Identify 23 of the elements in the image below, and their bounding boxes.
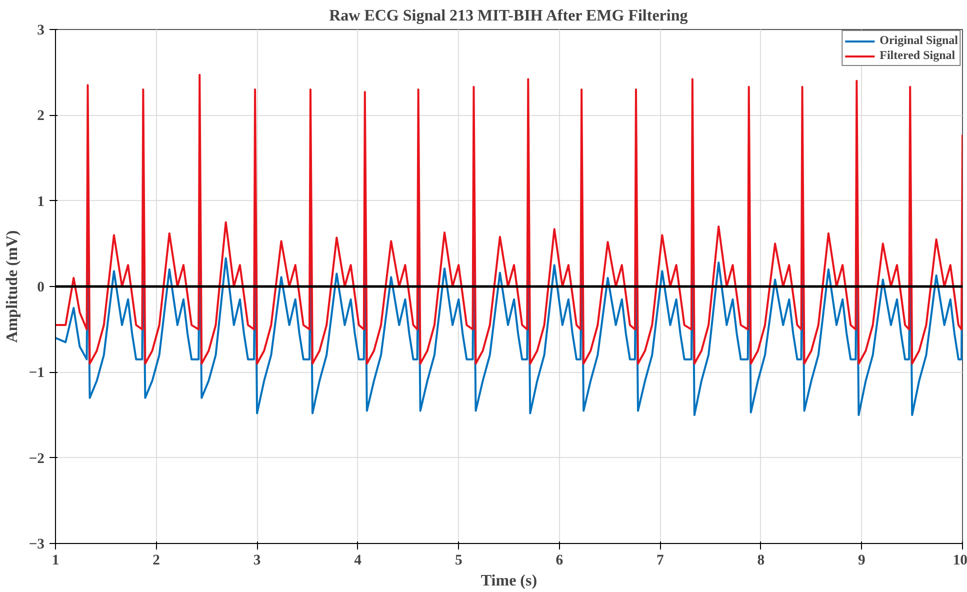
- x-tick-label: 10: [952, 552, 967, 568]
- y-axis-title: Amplitude (mV): [4, 230, 21, 343]
- y-tick-label: −3: [28, 536, 45, 552]
- x-tick-label: 6: [556, 552, 564, 568]
- y-tick-label: −1: [28, 365, 45, 382]
- x-tick-label: 2: [152, 552, 160, 568]
- y-tick-label: 0: [37, 280, 44, 296]
- y-tick-label: −2: [28, 450, 45, 467]
- chart-title: Raw ECG Signal 213 MIT-BIH After EMG Filtering: [329, 8, 688, 24]
- legend-label: Original Signal: [880, 33, 958, 48]
- x-tick-label: 4: [354, 552, 362, 568]
- x-tick-label: 9: [858, 552, 866, 568]
- x-axis-title: Time (s): [480, 572, 538, 590]
- x-tick-label: 5: [454, 552, 462, 568]
- legend-label: Filtered Signal: [880, 48, 956, 63]
- y-tick-label: 2: [37, 108, 44, 124]
- line-series: [56, 74, 962, 365]
- x-tick-label: 7: [656, 552, 664, 568]
- x-tick-label: 1: [52, 552, 60, 568]
- x-tick-label: 3: [253, 552, 261, 568]
- y-tick-label: 1: [37, 194, 44, 210]
- x-tick-label: 8: [757, 552, 765, 568]
- y-tick-label: 3: [37, 22, 44, 38]
